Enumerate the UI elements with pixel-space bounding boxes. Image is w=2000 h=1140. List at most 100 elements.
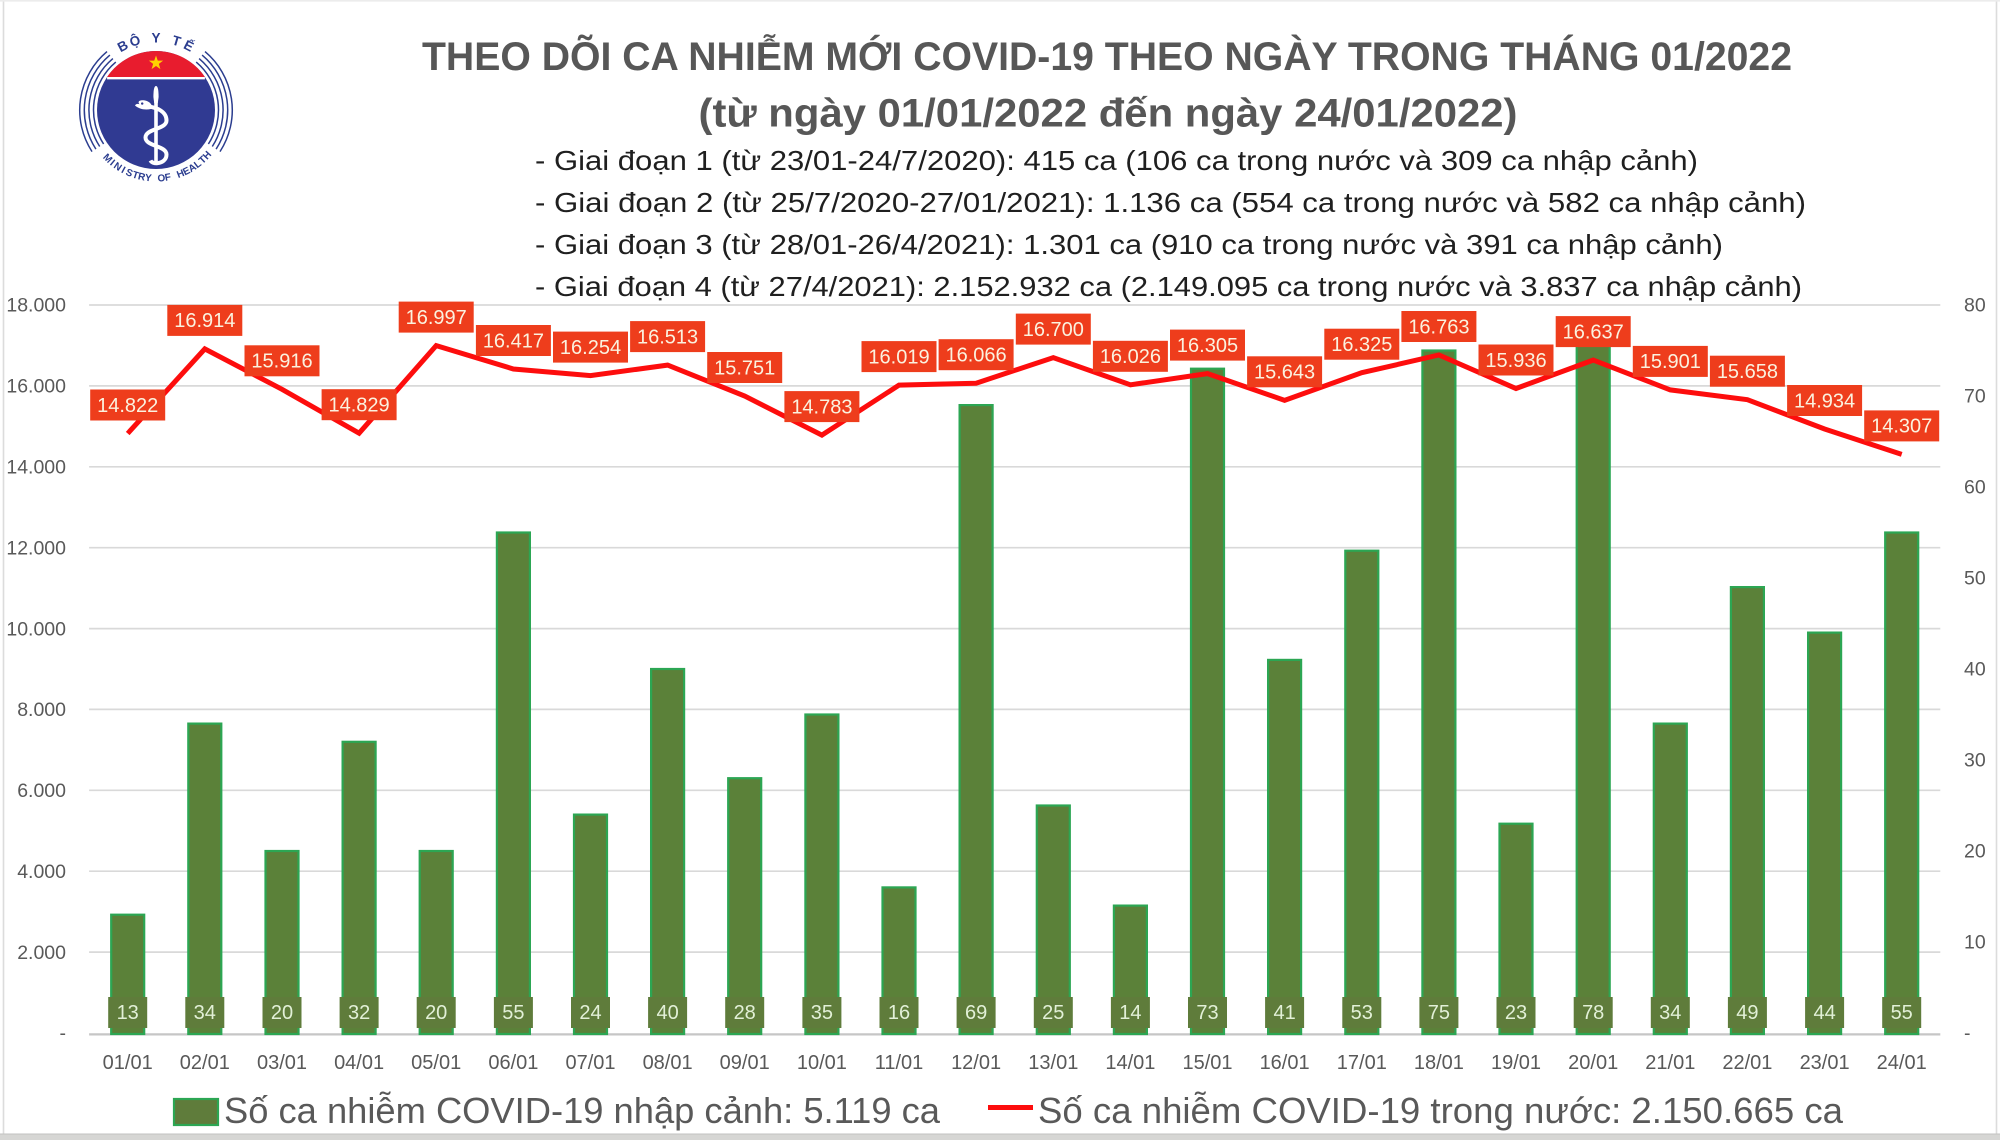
svg-text:16.325: 16.325 <box>1331 334 1392 356</box>
svg-text:6.000: 6.000 <box>17 780 66 802</box>
svg-text:8.000: 8.000 <box>17 699 66 721</box>
svg-text:15.751: 15.751 <box>714 357 775 379</box>
svg-text:30: 30 <box>1964 750 1986 772</box>
svg-text:16/01: 16/01 <box>1260 1052 1310 1074</box>
svg-text:R: R <box>137 171 147 183</box>
svg-text:14.829: 14.829 <box>329 395 390 417</box>
svg-text:H: H <box>175 168 186 181</box>
svg-text:16.914: 16.914 <box>174 310 235 332</box>
svg-text:35: 35 <box>811 1002 833 1024</box>
svg-text:01/01: 01/01 <box>103 1052 153 1074</box>
svg-text:15/01: 15/01 <box>1182 1052 1232 1074</box>
svg-text:73: 73 <box>1196 1002 1218 1024</box>
svg-text:THEO DÕI CA NHIỄM MỚI COVID-19: THEO DÕI CA NHIỄM MỚI COVID-19 THEO NGÀY… <box>422 33 1792 79</box>
svg-text:24/01: 24/01 <box>1877 1052 1927 1074</box>
svg-text:Ộ: Ộ <box>128 32 142 49</box>
svg-text:07/01: 07/01 <box>565 1052 615 1074</box>
svg-text:16.026: 16.026 <box>1100 346 1161 368</box>
svg-text:70: 70 <box>1964 386 1986 408</box>
svg-text:21/01: 21/01 <box>1645 1052 1695 1074</box>
svg-text:17/01: 17/01 <box>1337 1052 1387 1074</box>
svg-text:80: 80 <box>1964 295 1986 317</box>
svg-text:Y: Y <box>151 31 160 46</box>
svg-text:49: 49 <box>1736 1002 1758 1024</box>
svg-text:16.417: 16.417 <box>483 330 544 352</box>
svg-text:O: O <box>157 173 166 185</box>
svg-text:20: 20 <box>425 1002 447 1024</box>
svg-text:14: 14 <box>1119 1002 1141 1024</box>
svg-text:53: 53 <box>1351 1002 1373 1024</box>
svg-text:T: T <box>197 154 209 166</box>
svg-text:14/01: 14/01 <box>1105 1052 1155 1074</box>
svg-text:I: I <box>119 165 127 176</box>
svg-text:02/01: 02/01 <box>180 1052 230 1074</box>
svg-text:19/01: 19/01 <box>1491 1052 1541 1074</box>
svg-text:14.000: 14.000 <box>6 457 66 479</box>
svg-text:13: 13 <box>117 1002 139 1024</box>
svg-text:40: 40 <box>1964 659 1986 681</box>
svg-text:10.000: 10.000 <box>6 618 66 640</box>
svg-text:- Giai đoạn 2 (từ 25/7/2020-27: - Giai đoạn 2 (từ 25/7/2020-27/01/2021):… <box>535 187 1806 218</box>
svg-text:13/01: 13/01 <box>1028 1052 1078 1074</box>
svg-text:Số ca nhiễm COVID-19 trong nướ: Số ca nhiễm COVID-19 trong nước: 2.150.6… <box>1038 1090 1844 1131</box>
svg-text:Y: Y <box>144 173 152 185</box>
svg-text:15.643: 15.643 <box>1254 362 1315 384</box>
svg-text:14.783: 14.783 <box>791 396 852 418</box>
svg-text:08/01: 08/01 <box>643 1052 693 1074</box>
svg-text:16.997: 16.997 <box>406 307 467 329</box>
svg-text:A: A <box>187 162 199 175</box>
svg-text:20: 20 <box>271 1002 293 1024</box>
svg-text:15.901: 15.901 <box>1640 351 1701 373</box>
svg-text:S: S <box>124 167 135 180</box>
svg-text:16.513: 16.513 <box>637 326 698 348</box>
svg-text:10: 10 <box>1964 932 1986 954</box>
svg-text:75: 75 <box>1428 1002 1450 1024</box>
svg-text:-: - <box>1964 1023 1971 1045</box>
svg-text:4.000: 4.000 <box>17 861 66 883</box>
svg-text:L: L <box>192 158 204 170</box>
svg-text:(từ ngày 01/01/2022 đến ngày 2: (từ ngày 01/01/2022 đến ngày 24/01/2022) <box>699 92 1518 136</box>
svg-text:14.822: 14.822 <box>97 395 158 417</box>
svg-text:44: 44 <box>1813 1002 1835 1024</box>
svg-text:14.934: 14.934 <box>1794 390 1855 412</box>
svg-text:20: 20 <box>1964 841 1986 863</box>
svg-text:F: F <box>164 172 172 184</box>
svg-text:11/01: 11/01 <box>875 1052 924 1074</box>
svg-text:10/01: 10/01 <box>797 1052 847 1074</box>
svg-text:16.763: 16.763 <box>1408 316 1469 338</box>
svg-text:- Giai đoạn 1 (từ 23/01-24/7/2: - Giai đoạn 1 (từ 23/01-24/7/2020): 415 … <box>535 145 1698 176</box>
svg-text:06/01: 06/01 <box>488 1052 538 1074</box>
svg-text:20/01: 20/01 <box>1568 1052 1618 1074</box>
svg-text:05/01: 05/01 <box>411 1052 461 1074</box>
svg-text:16.254: 16.254 <box>560 337 621 359</box>
svg-text:55: 55 <box>1891 1002 1913 1024</box>
svg-text:16: 16 <box>888 1002 910 1024</box>
svg-text:18/01: 18/01 <box>1414 1052 1464 1074</box>
svg-text:23: 23 <box>1505 1002 1527 1024</box>
svg-text:15.658: 15.658 <box>1717 361 1778 383</box>
svg-text:55: 55 <box>502 1002 524 1024</box>
svg-text:03/01: 03/01 <box>257 1052 307 1074</box>
svg-text:41: 41 <box>1273 1002 1295 1024</box>
svg-text:25: 25 <box>1042 1002 1064 1024</box>
svg-text:T: T <box>131 170 140 182</box>
svg-text:15.936: 15.936 <box>1485 350 1546 372</box>
svg-text:- Giai đoạn 4 (từ 27/4/2021):: - Giai đoạn 4 (từ 27/4/2021): 2.152.932 … <box>535 271 1802 302</box>
svg-text:16.305: 16.305 <box>1177 335 1238 357</box>
svg-text:22/01: 22/01 <box>1722 1052 1772 1074</box>
svg-text:16.637: 16.637 <box>1563 321 1624 343</box>
svg-text:E: E <box>181 165 192 178</box>
svg-text:23/01: 23/01 <box>1800 1052 1850 1074</box>
svg-text:28: 28 <box>734 1002 756 1024</box>
svg-text:-: - <box>60 1023 67 1045</box>
svg-text:2.000: 2.000 <box>17 942 66 964</box>
svg-text:78: 78 <box>1582 1002 1604 1024</box>
svg-text:60: 60 <box>1964 477 1986 499</box>
svg-text:14.307: 14.307 <box>1871 416 1932 438</box>
svg-text:15.916: 15.916 <box>251 351 312 373</box>
svg-text:- Giai đoạn 3 (từ 28/01-26/4/2: - Giai đoạn 3 (từ 28/01-26/4/2021): 1.30… <box>535 229 1723 260</box>
svg-text:34: 34 <box>194 1002 216 1024</box>
svg-text:I: I <box>108 158 117 168</box>
svg-text:16.066: 16.066 <box>946 345 1007 367</box>
svg-text:40: 40 <box>656 1002 678 1024</box>
